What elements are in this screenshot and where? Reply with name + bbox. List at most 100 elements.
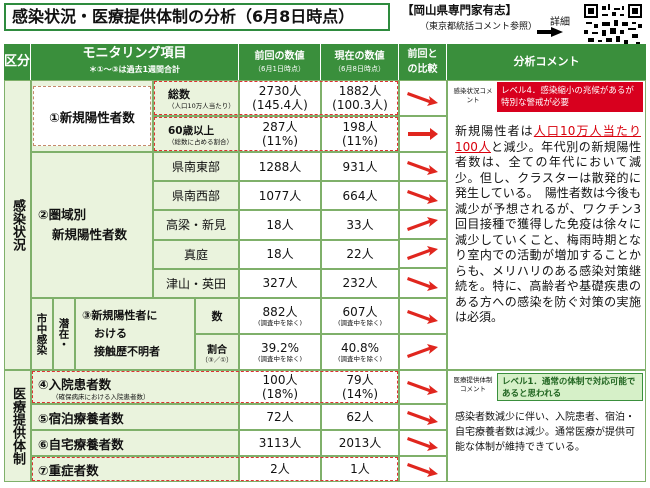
total-label: 総数 xyxy=(168,88,190,101)
section-medical: 医療提供体制 xyxy=(4,370,31,482)
arrow-up-right-icon xyxy=(399,334,447,370)
infection-text-pre: 新規陽性者は xyxy=(455,124,534,138)
row-region: ②圏域別 新規陽性者数 xyxy=(31,152,153,298)
severe-curr: 1人 xyxy=(321,456,399,482)
infection-comment-text: 新規陽性者は人口10万人当たり100人と減少。年代別の新規陽性者数は、全ての年代… xyxy=(455,124,641,326)
inpatient-prev-value: 100人 xyxy=(262,373,298,387)
row-unknown: ③新規陽性者に おける 接触歴不明者 xyxy=(75,298,195,370)
arrow-down-right-icon xyxy=(399,268,447,298)
elderly-note: （総数に占める割合） xyxy=(168,137,233,146)
col-curr-note: （6月8日時点） xyxy=(334,65,385,73)
elderly-label-cell: 60歳以上 （総数に占める割合） xyxy=(153,116,239,152)
highlight-box xyxy=(32,457,398,481)
infection-comment-panel xyxy=(447,80,646,370)
region-prev: 18人 xyxy=(239,210,321,240)
col-prev-label: 前回の数値 xyxy=(254,51,305,62)
unknown-count-prev-note: (調査中を除く) xyxy=(257,319,303,327)
unknown-ratio-note: （③／①） xyxy=(201,355,233,364)
row-new-positive-label: ①新規陽性者数 xyxy=(33,86,151,146)
unknown-ratio-label: 割合 xyxy=(207,344,227,356)
unknown-ratio-label-cell: 割合 （③／①） xyxy=(195,334,239,370)
total-curr-rate: (100.3人) xyxy=(332,98,388,112)
region-curr: 22人 xyxy=(321,239,399,269)
region-prev: 1288人 xyxy=(239,152,321,182)
col-prev: 前回の数値 （6月1日時点） xyxy=(239,44,321,80)
unknown-ratio-prev-note: (調査中を除く) xyxy=(257,355,303,363)
row-hotel: ⑤宿泊療養者数 xyxy=(31,404,239,430)
total-prev: 2730人 (145.4人) xyxy=(239,80,321,116)
arrow-up-right-icon xyxy=(399,210,447,239)
elderly-curr: 198人 (11%) xyxy=(321,116,399,152)
elderly-prev-rate: (11%) xyxy=(261,134,299,148)
row-unknown-label2: おける xyxy=(94,327,127,340)
city-latent-label: 市中感染 xyxy=(31,298,53,370)
arrow-up-right-icon xyxy=(399,239,447,268)
source-label: 【岡山県専門家有志】 xyxy=(402,3,517,17)
region-name: 県南東部 xyxy=(153,152,239,182)
elderly-curr-rate: (11%) xyxy=(341,134,379,148)
elderly-prev-value: 287人 xyxy=(262,120,298,134)
total-note: （人口10万人当たり） xyxy=(168,102,235,110)
total-curr-value: 1882人 xyxy=(338,84,382,98)
region-name: 津山・英田 xyxy=(153,268,239,298)
row-new-positive: ①新規陽性者数 xyxy=(31,80,153,152)
highlight-box xyxy=(154,81,398,115)
unknown-count-curr-value: 607人 xyxy=(342,305,378,319)
unknown-ratio-prev-value: 39.2% xyxy=(260,341,300,355)
row-inpatient-note: （確保病床における入院患者数） xyxy=(52,392,150,401)
region-curr: 232人 xyxy=(321,268,399,298)
arrow-down-right-icon xyxy=(399,404,447,430)
arrow-right-icon xyxy=(537,27,563,37)
row-unknown-label3: 接触歴不明者 xyxy=(94,345,160,358)
col-item: モニタリング項目 ＊①〜③は過去1週間合計 xyxy=(31,44,239,80)
inpatient-curr-value: 79人 xyxy=(346,373,374,387)
hotel-curr: 62人 xyxy=(321,404,399,430)
col-curr-label: 現在の数値 xyxy=(334,51,385,62)
arrow-down-right-icon xyxy=(399,370,447,404)
row-severe: ⑦重症者数 xyxy=(31,456,239,482)
region-name: 高梁・新見 xyxy=(153,210,239,240)
latent-label: 潜在・ xyxy=(53,298,75,370)
region-curr: 931人 xyxy=(321,152,399,182)
total-curr: 1882人 (100.3人) xyxy=(321,80,399,116)
elderly-prev: 287人 (11%) xyxy=(239,116,321,152)
section-infection: 感染状況 xyxy=(4,80,31,370)
row-inpatient: ④入院患者数 （確保病床における入院患者数） xyxy=(31,370,239,404)
col-item-note: ＊①〜③は過去1週間合計 xyxy=(88,65,181,74)
elderly-label: 60歳以上 xyxy=(168,124,215,137)
inpatient-prev-rate: (18%) xyxy=(261,387,299,401)
arrow-down-right-icon xyxy=(399,181,447,210)
medical-badge: 医療提供体制コメント xyxy=(453,376,493,393)
detail-label: 詳細 xyxy=(550,17,570,28)
row-inpatient-label: ④入院患者数 xyxy=(38,376,112,392)
total-label-cell: 総数 （人口10万人当たり） xyxy=(153,80,239,116)
region-prev: 18人 xyxy=(239,239,321,269)
medical-comment-text: 感染者数減少に伴い、入院患者、宿泊・自宅療養者数は減少。通常医療が提供可能な体制… xyxy=(455,412,635,453)
inpatient-prev: 100人 (18%) xyxy=(239,370,321,404)
page-title: 感染状況・医療提供体制の分析（6月8日時点） xyxy=(4,3,390,31)
col-kubun: 区分 xyxy=(4,44,31,80)
row-unknown-label1: ③新規陽性者に xyxy=(82,309,158,322)
row-region-label1: ②圏域別 xyxy=(38,207,87,222)
infection-text-post: と減少。年代別の新規陽性者数は、全ての年代において減少。但し、クラスターは散発的… xyxy=(455,139,641,325)
medical-level: レベル1．通常の体制で対応可能であると思われる xyxy=(497,373,643,401)
col-prev-note: （6月1日時点） xyxy=(254,65,305,73)
arrow-down-right-icon xyxy=(399,298,447,334)
arrow-right-icon xyxy=(399,116,447,152)
col-compare: 前回との比較 xyxy=(399,44,447,80)
infection-badge: 感染状況コメント xyxy=(453,87,493,104)
severe-prev: 2人 xyxy=(239,456,321,482)
col-item-label: モニタリング項目 xyxy=(82,46,187,61)
infection-text-red: 人口10万人当たり100人 xyxy=(455,124,641,154)
region-curr: 33人 xyxy=(321,210,399,240)
col-curr: 現在の数値 （6月8日時点） xyxy=(321,44,399,80)
unknown-ratio-curr-value: 40.8% xyxy=(340,341,380,355)
infection-level: レベル4．感染縮小の兆候があるが特別な警戒が必要 xyxy=(497,82,643,112)
region-prev: 1077人 xyxy=(239,181,321,211)
col-comment: 分析コメント xyxy=(447,44,646,80)
arrow-down-right-icon xyxy=(399,80,447,116)
unknown-ratio-prev: 39.2% (調査中を除く) xyxy=(239,334,321,370)
home-prev: 3113人 xyxy=(239,430,321,456)
region-name: 真庭 xyxy=(153,239,239,269)
unknown-count-curr-note: (調査中を除く) xyxy=(337,319,383,327)
